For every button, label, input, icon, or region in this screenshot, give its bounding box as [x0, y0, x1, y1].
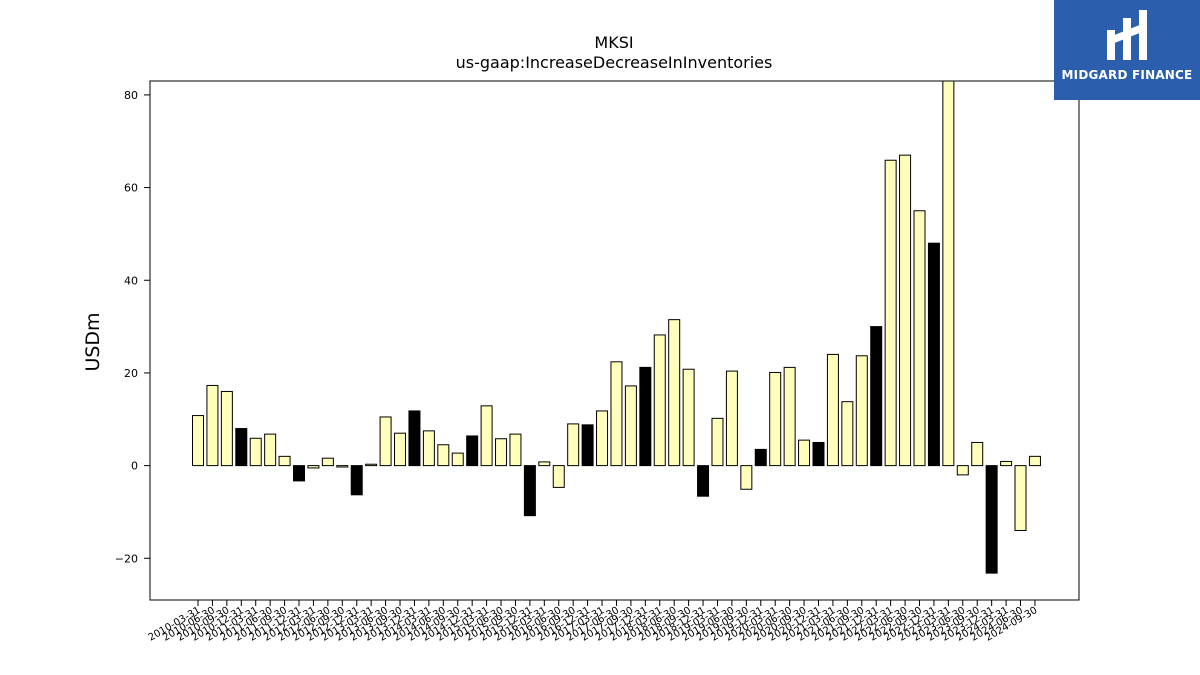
- bar: [394, 432, 407, 467]
- bar: [1014, 465, 1027, 531]
- bar: [639, 366, 652, 467]
- bar: [249, 437, 262, 467]
- bar: [826, 353, 839, 467]
- bar: [206, 384, 219, 467]
- bar: [610, 361, 623, 467]
- bar: [682, 368, 695, 467]
- bar: [480, 405, 493, 467]
- bar: [754, 448, 767, 467]
- bar: [495, 438, 508, 467]
- bar: [841, 401, 854, 467]
- bar: [437, 444, 450, 467]
- bar: [711, 417, 724, 467]
- bar: [192, 415, 204, 467]
- bar: [596, 410, 609, 467]
- chart-title: MKSI: [594, 33, 633, 52]
- bar: [538, 461, 551, 467]
- bar: [769, 371, 782, 467]
- bar: [1000, 460, 1013, 467]
- bar: [884, 159, 897, 467]
- bar: [581, 424, 594, 467]
- bar: [509, 433, 522, 467]
- bar: [408, 410, 421, 467]
- bar: [668, 319, 681, 467]
- bar: [451, 452, 464, 467]
- bar: [552, 465, 565, 488]
- bar: [220, 390, 233, 467]
- logo-text: MIDGARD FINANCE: [1061, 68, 1193, 82]
- bar: [264, 433, 277, 467]
- bar: [740, 465, 753, 490]
- bar: [379, 416, 392, 467]
- bar: [653, 334, 666, 467]
- logo-mark-icon: [1107, 10, 1147, 60]
- bar: [913, 210, 926, 467]
- bar: [624, 385, 637, 467]
- chart-subtitle: us-gaap:IncreaseDecreaseInInventories: [456, 53, 773, 72]
- bar: [365, 463, 378, 467]
- bar: [1028, 455, 1041, 467]
- bar: [307, 465, 320, 469]
- bar: [422, 430, 435, 467]
- bar: [235, 428, 248, 467]
- bar: [336, 465, 349, 468]
- bar: [725, 370, 738, 467]
- y-tick-label: 40: [124, 274, 138, 287]
- bar: [350, 465, 363, 496]
- bar: [523, 465, 536, 517]
- y-tick-label: 80: [124, 89, 138, 102]
- bar: [870, 326, 883, 467]
- bar: [783, 366, 796, 467]
- bar: [942, 80, 955, 467]
- bars-group: [192, 80, 1041, 574]
- y-tick-label: −20: [115, 552, 138, 565]
- y-tick-label: 20: [124, 367, 138, 380]
- y-tick-label: 60: [124, 182, 138, 195]
- y-axis: −20 0 20 40 60 80: [115, 89, 150, 565]
- x-axis: 2010-03-312010-06-302010-09-302010-12-31…: [147, 600, 1039, 644]
- bar: [956, 465, 969, 476]
- y-axis-label: USDm: [82, 312, 104, 371]
- bar: [567, 423, 580, 467]
- plot-frame: [149, 80, 1080, 601]
- bar: [798, 439, 811, 467]
- bar: [293, 465, 306, 482]
- bar: [466, 435, 479, 467]
- bar: [278, 455, 291, 467]
- bar: [899, 154, 912, 467]
- bar: [321, 457, 334, 467]
- bar: [697, 465, 710, 497]
- brand-logo: MIDGARD FINANCE: [1054, 0, 1200, 100]
- bar: [855, 355, 868, 467]
- bar: [812, 441, 825, 467]
- bar: [985, 465, 998, 574]
- y-tick-label: 0: [131, 460, 138, 473]
- bar: [927, 242, 940, 467]
- bar: [971, 441, 984, 467]
